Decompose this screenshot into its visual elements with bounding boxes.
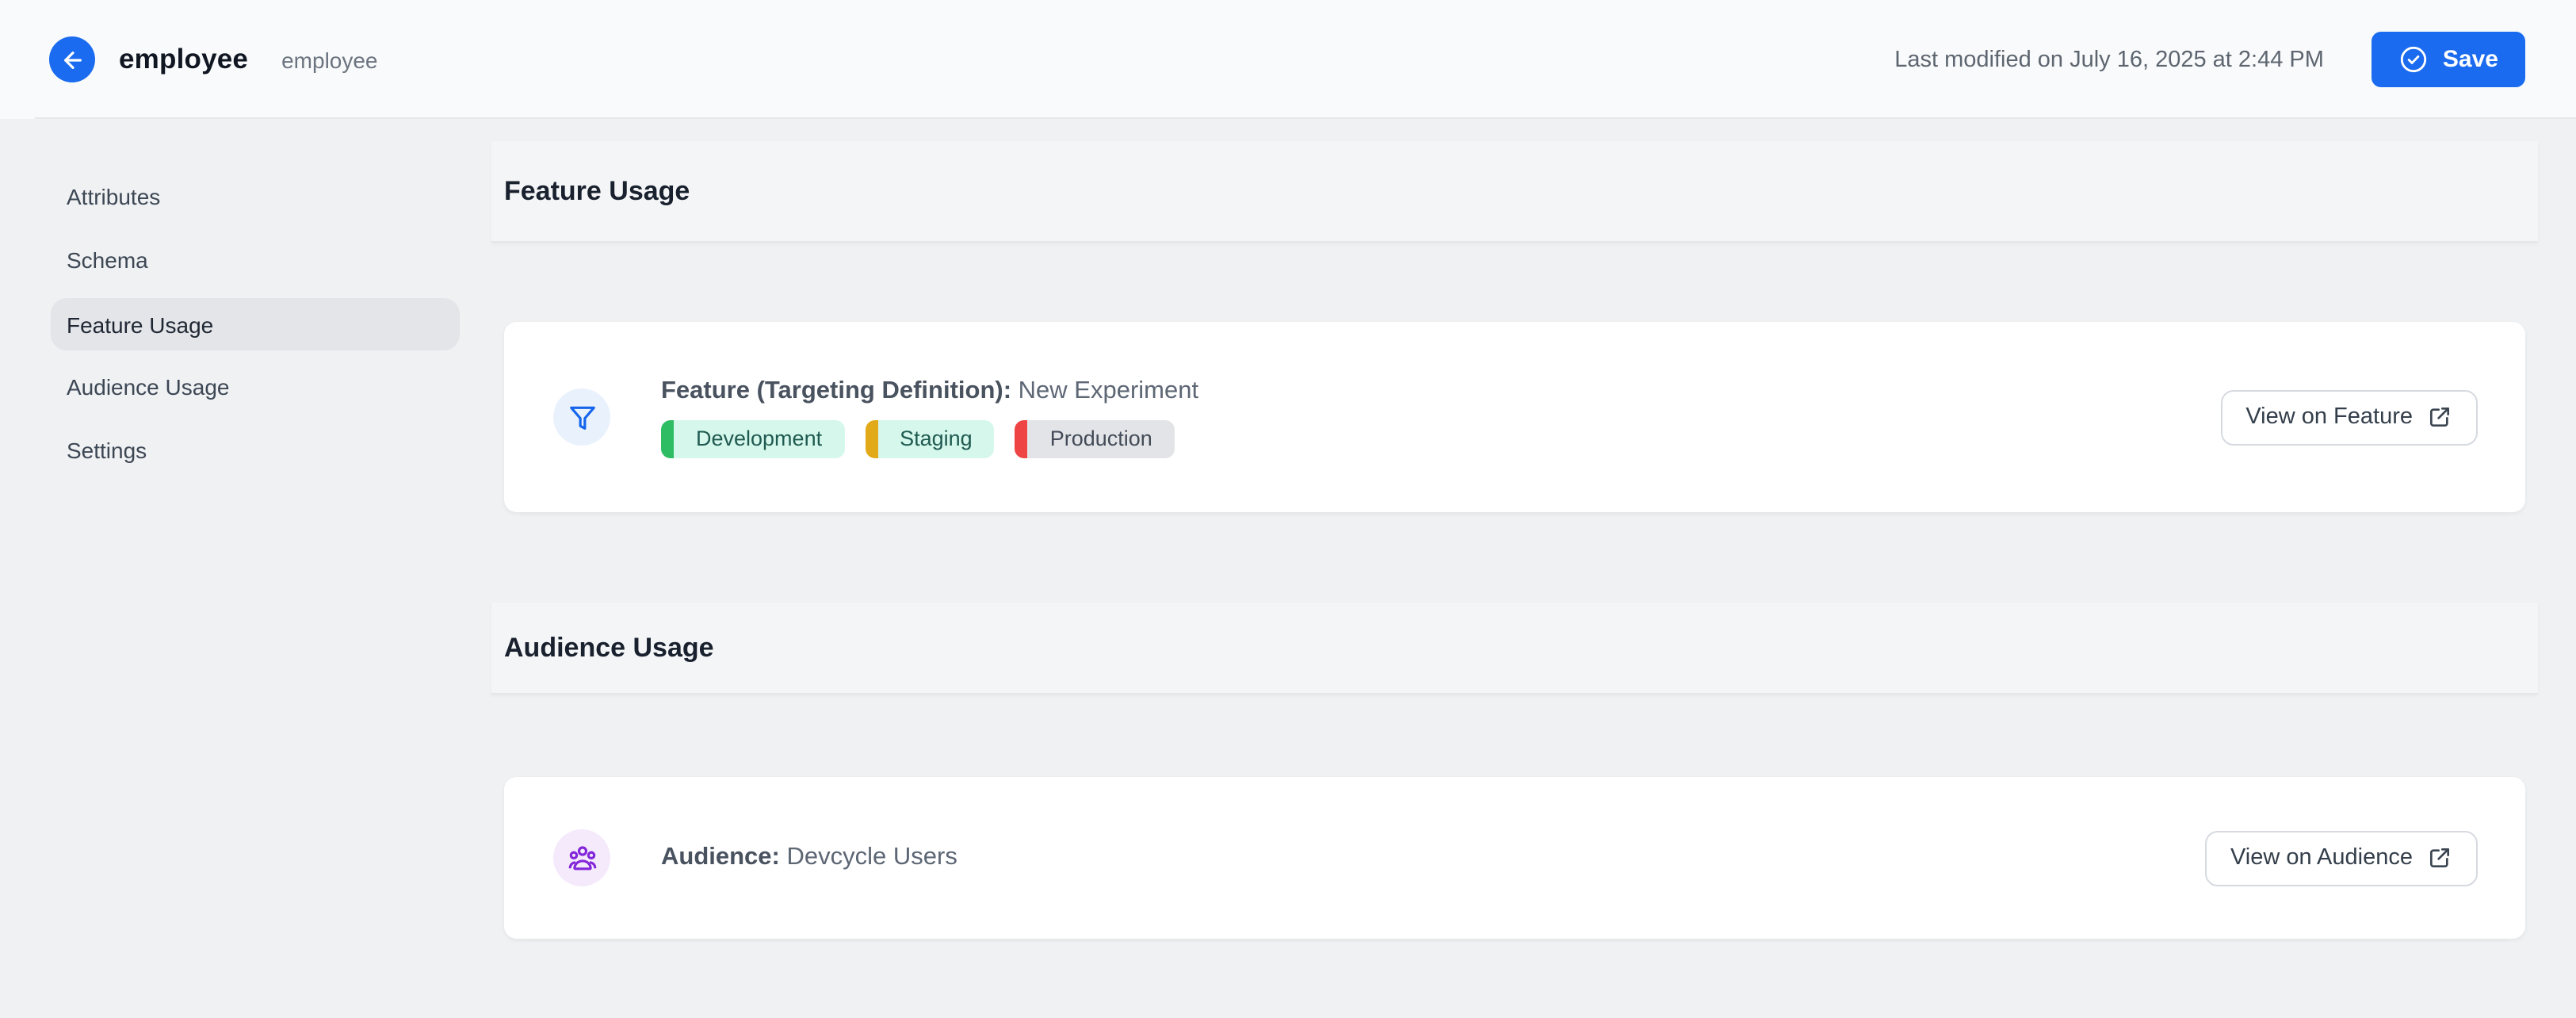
sidebar-item-schema[interactable]: Schema — [67, 247, 148, 273]
arrow-left-icon — [59, 47, 85, 72]
external-link-icon — [2427, 845, 2452, 871]
save-button-label: Save — [2442, 46, 2498, 73]
page-header: employee employee Last modified on July … — [0, 0, 2576, 119]
badge-color-bar — [1015, 419, 1028, 457]
feature-icon-badge — [553, 388, 610, 446]
environment-badge-production: Production — [1015, 419, 1175, 457]
environment-badge-staging: Staging — [865, 419, 995, 457]
audience-icon-badge — [553, 829, 610, 886]
back-button[interactable] — [49, 36, 95, 82]
external-link-icon — [2427, 404, 2452, 430]
feature-title-line: Feature (Targeting Definition): New Expe… — [661, 377, 1198, 405]
sidebar-item-settings[interactable]: Settings — [67, 438, 147, 463]
environment-badge-development: Development — [661, 419, 845, 457]
view-on-audience-label: View on Audience — [2230, 845, 2413, 871]
feature-value: New Experiment — [1018, 377, 1199, 404]
sidebar-item-audience-usage[interactable]: Audience Usage — [67, 374, 230, 400]
filter-icon — [567, 402, 597, 432]
feature-usage-card: Feature (Targeting Definition): New Expe… — [504, 322, 2525, 512]
page-subtitle: employee — [281, 47, 378, 72]
feature-card-text: Feature (Targeting Definition): New Expe… — [661, 377, 1198, 457]
check-circle-icon — [2398, 44, 2429, 75]
environment-badges: Development Staging Production — [661, 419, 1198, 457]
audience-title-line: Audience: Devcycle Users — [661, 844, 957, 872]
feature-usage-heading: Feature Usage — [504, 175, 690, 205]
audience-usage-section-header: Audience Usage — [491, 603, 2538, 695]
save-button[interactable]: Save — [2371, 32, 2525, 87]
sidebar-item-feature-usage[interactable]: Feature Usage — [51, 298, 460, 350]
audience-label: Audience: — [661, 844, 780, 871]
header-divider — [35, 117, 2576, 119]
sidebar-item-attributes[interactable]: Attributes — [67, 184, 161, 209]
badge-label: Production — [1027, 419, 1175, 457]
sidebar: Attributes Schema Feature Usage Audience… — [0, 119, 491, 482]
content: Attributes Schema Feature Usage Audience… — [0, 119, 2576, 939]
main-panel: Feature Usage Feature (Targeting Definit… — [491, 119, 2576, 939]
feature-label: Feature (Targeting Definition): — [661, 377, 1012, 404]
page-title: employee — [119, 43, 249, 75]
audience-usage-heading: Audience Usage — [504, 632, 714, 662]
view-on-feature-button[interactable]: View on Feature — [2220, 389, 2478, 445]
badge-label: Development — [674, 419, 845, 457]
users-icon — [565, 841, 598, 874]
last-modified-text: Last modified on July 16, 2025 at 2:44 P… — [1894, 47, 2324, 72]
audience-card-text: Audience: Devcycle Users — [661, 844, 957, 872]
badge-label: Staging — [877, 419, 995, 457]
audience-value: Devcycle Users — [786, 844, 957, 871]
audience-usage-card: Audience: Devcycle Users View on Audienc… — [504, 777, 2525, 939]
feature-usage-section-header: Feature Usage — [491, 141, 2538, 243]
view-on-feature-label: View on Feature — [2245, 404, 2413, 430]
view-on-audience-button[interactable]: View on Audience — [2204, 830, 2478, 886]
badge-color-bar — [661, 419, 674, 457]
badge-color-bar — [865, 419, 878, 457]
